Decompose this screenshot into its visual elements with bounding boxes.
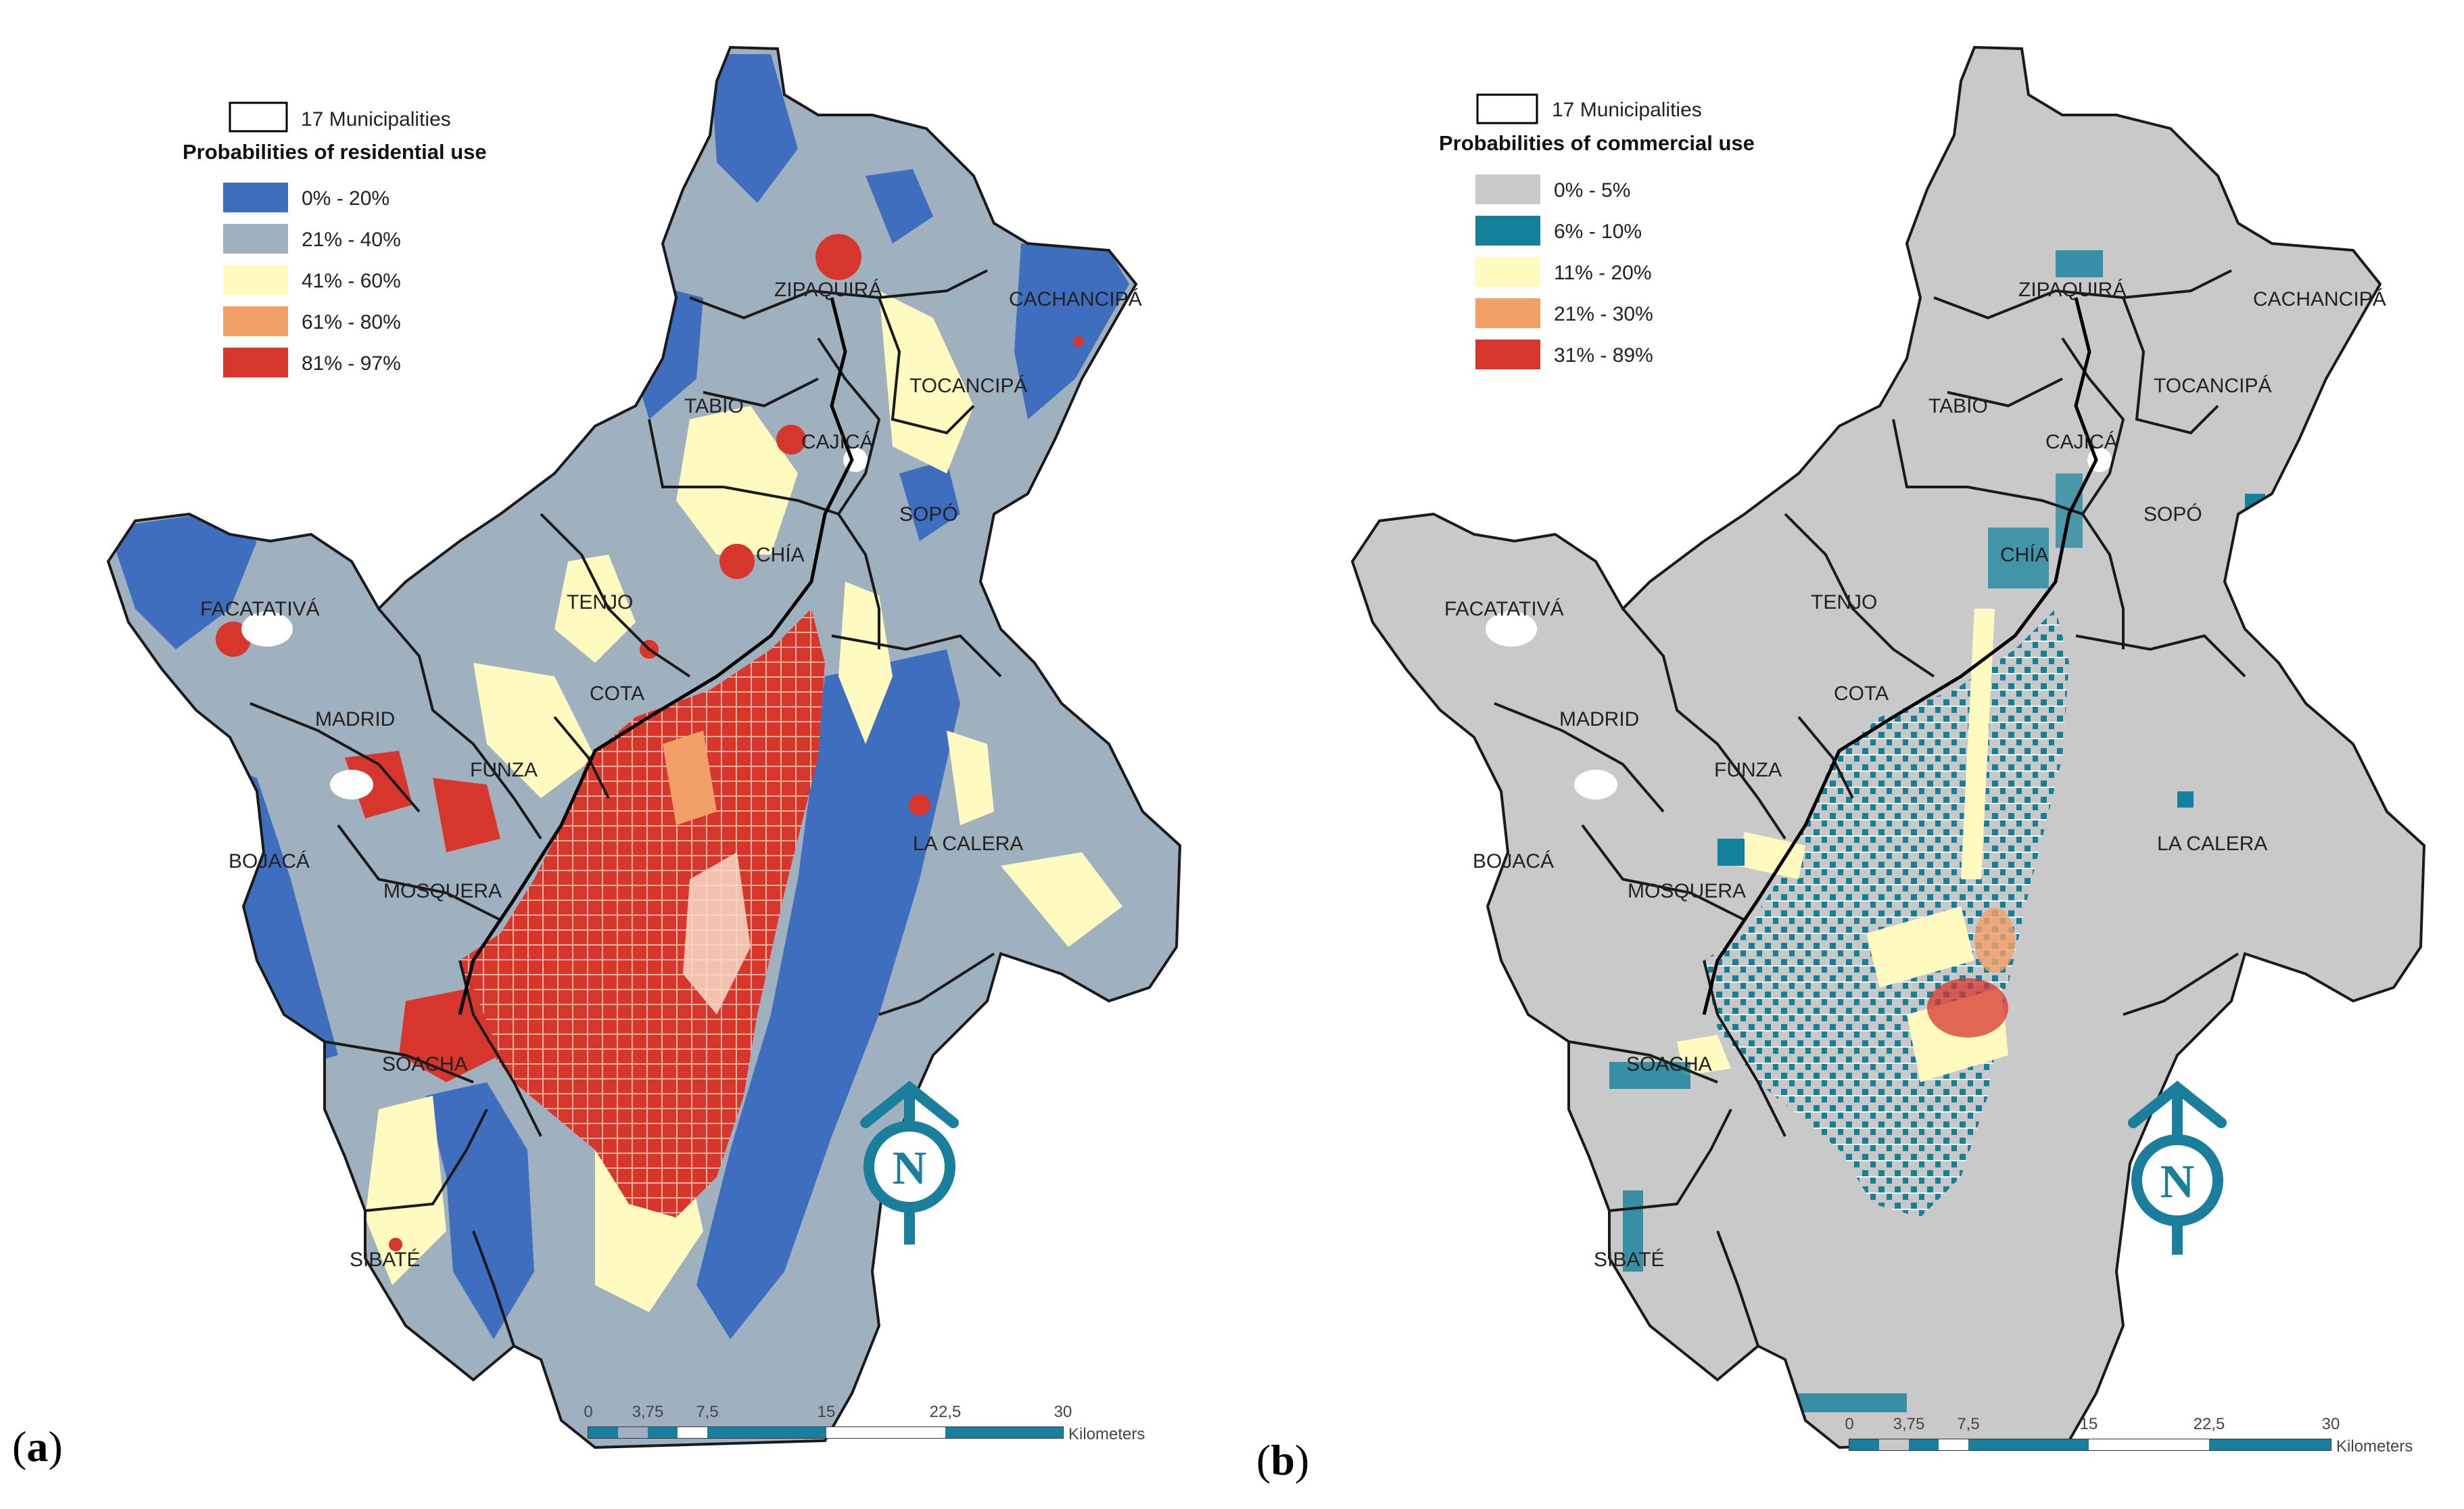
scale-a-tick-5: 30 xyxy=(1054,1403,1072,1421)
legend-a-class-label-1: 21% - 40% xyxy=(302,229,401,251)
scale-b-tick-1: 3,75 xyxy=(1893,1415,1925,1433)
legend-b-classes: 0% - 5% 6% - 10% 11% - 20% 21% - 30% 31% - 8… xyxy=(1475,175,1653,369)
label-sopo: SOPÓ xyxy=(899,503,958,526)
label-facatativa: FACATATIVÁ xyxy=(200,598,320,620)
label-cachancipa: CACHANCIPÁ xyxy=(1009,288,1142,310)
legend-a-class-swatch-1 xyxy=(223,224,288,254)
label-b-funza: FUNZA xyxy=(1714,759,1782,781)
legend-a-class-label-4: 81% - 97% xyxy=(302,352,401,375)
scale-a-tick-1: 3,75 xyxy=(632,1403,664,1421)
label-b-cachancipa: CACHANCIPÁ xyxy=(2253,288,2386,310)
legend-a-boundary-swatch xyxy=(229,101,288,133)
legend-a-title: Probabilities of residential use xyxy=(183,140,487,164)
legend-a-class-swatch-3 xyxy=(223,306,288,336)
panel-b-municipal-boundaries xyxy=(1351,46,2425,1449)
legend-b-class-swatch-0 xyxy=(1475,175,1540,204)
legend-a-class-swatch-2 xyxy=(223,265,288,295)
label-b-la-calera: LA CALERA xyxy=(2157,833,2267,855)
label-bojaca: BOJACÁ xyxy=(229,850,310,873)
label-b-cajica: CAJICÁ xyxy=(2045,431,2118,453)
legend-a-class-label-2: 41% - 60% xyxy=(302,270,401,292)
scale-b-tick-4: 22,5 xyxy=(2194,1415,2225,1433)
scale-a-tick-4: 22,5 xyxy=(930,1403,962,1421)
panel-a-municipality-labels: ZIPAQUIRÁ CACHANCIPÁ TOCANCIPÁ TABIO CAJ… xyxy=(200,279,1142,1271)
label-tabio: TABIO xyxy=(684,395,744,417)
label-funza: FUNZA xyxy=(470,759,538,781)
legend-b-class-label-4: 31% - 89% xyxy=(1554,344,1653,367)
label-b-bojaca: BOJACÁ xyxy=(1473,850,1554,873)
panel-b-map: ZIPAQUIRÁ CACHANCIPÁ TOCANCIPÁ TABIO CAJ… xyxy=(1351,46,2425,1449)
scale-a-tick-2: 7,5 xyxy=(696,1403,718,1421)
panel-a-landuse-layers xyxy=(108,54,1129,1339)
label-b-tenjo: TENJO xyxy=(1811,591,1877,613)
legend-b-class-swatch-1 xyxy=(1475,216,1540,246)
scale-a-tick-3: 15 xyxy=(818,1403,836,1421)
panel-b-legend: 17 Municipalities Probabilities of comme… xyxy=(1439,93,1755,369)
legend-b-title: Probabilities of commercial use xyxy=(1439,131,1755,155)
legend-b-boundary-swatch xyxy=(1476,93,1538,124)
label-b-sopo: SOPÓ xyxy=(2143,503,2202,526)
scale-b-tick-5: 30 xyxy=(2322,1415,2340,1433)
panel-a-map: ZIPAQUIRÁ CACHANCIPÁ TOCANCIPÁ TABIO CAJ… xyxy=(107,46,1181,1449)
label-b-facatativa: FACATATIVÁ xyxy=(1444,598,1564,620)
label-b-cota: COTA xyxy=(1834,682,1889,705)
label-cajica: CAJICÁ xyxy=(801,431,874,453)
label-madrid: MADRID xyxy=(315,708,395,730)
legend-a-class-label-0: 0% - 20% xyxy=(302,187,389,210)
legend-b-boundary-label: 17 Municipalities xyxy=(1552,99,1702,121)
panel-b-scale-bar: 0 3,75 7,5 15 22,5 30 Kilometers xyxy=(1845,1415,2413,1456)
label-la-calera: LA CALERA xyxy=(913,833,1023,855)
scale-b-tick-0: 0 xyxy=(1845,1415,1853,1433)
panel-b-north-arrow-icon: N xyxy=(2128,1080,2227,1255)
label-zipaquira: ZIPAQUIRÁ xyxy=(774,279,882,301)
label-b-madrid: MADRID xyxy=(1559,708,1639,730)
scale-a-unit: Kilometers xyxy=(1068,1425,1145,1443)
label-b-chia: CHÍA xyxy=(2000,544,2049,566)
label-mosquera: MOSQUERA xyxy=(383,880,502,902)
label-b-soacha: SOACHA xyxy=(1626,1053,1712,1075)
legend-b-class-label-1: 6% - 10% xyxy=(1554,220,1642,243)
legend-b-class-label-0: 0% - 5% xyxy=(1554,179,1630,202)
label-cota: COTA xyxy=(590,682,644,705)
label-sibate: SIBATÉ xyxy=(350,1249,420,1271)
panel-a-scale-bar: 0 3,75 7,5 15 22,5 30 Kilometers xyxy=(584,1403,1145,1443)
scale-a-tick-0: 0 xyxy=(584,1403,592,1421)
panel-a-bogota-boundary xyxy=(458,297,854,1015)
legend-a-class-label-3: 61% - 80% xyxy=(302,311,401,333)
panel-a-label: (a) xyxy=(12,1422,63,1470)
panel-a-municipal-boundaries xyxy=(107,46,1181,1449)
label-b-tocancipa: TOCANCIPÁ xyxy=(2154,375,2271,397)
scale-b-tick-2: 7,5 xyxy=(1957,1415,1979,1433)
north-arrow-a-letter: N xyxy=(893,1142,927,1194)
legend-b-class-label-2: 11% - 20% xyxy=(1554,262,1652,284)
legend-b-class-swatch-4 xyxy=(1475,340,1540,369)
label-b-tabio: TABIO xyxy=(1928,395,1988,417)
legend-b-class-swatch-2 xyxy=(1475,257,1540,287)
legend-b-class-label-3: 21% - 30% xyxy=(1554,303,1653,325)
label-b-sibate: SIBATÉ xyxy=(1594,1249,1664,1271)
label-tocancipa: TOCANCIPÁ xyxy=(909,375,1027,397)
panel-b-municipality-labels: ZIPAQUIRÁ CACHANCIPÁ TOCANCIPÁ TABIO CAJ… xyxy=(1444,279,2386,1271)
north-arrow-b-letter: N xyxy=(2160,1156,2195,1208)
label-b-mosquera: MOSQUERA xyxy=(1628,880,1746,902)
panel-b-label: (b) xyxy=(1256,1436,1309,1484)
scale-b-tick-3: 15 xyxy=(2080,1415,2098,1433)
panel-b-landuse-layers xyxy=(1486,250,2353,1412)
panel-a-legend: 17 Municipalities Probabilities of resid… xyxy=(183,101,487,377)
legend-a-class-swatch-0 xyxy=(223,183,288,212)
legend-a-class-swatch-4 xyxy=(223,348,288,377)
scale-b-unit: Kilometers xyxy=(2336,1437,2413,1456)
legend-a-boundary-label: 17 Municipalities xyxy=(301,108,451,131)
label-chia: CHÍA xyxy=(756,544,805,566)
legend-b-class-swatch-3 xyxy=(1475,298,1540,328)
label-b-zipaquira: ZIPAQUIRÁ xyxy=(2018,279,2126,301)
panel-a-north-arrow-icon: N xyxy=(860,1080,959,1245)
legend-a-classes: 0% - 20% 21% - 40% 41% - 60% 61% - 80% 81% -… xyxy=(223,183,401,377)
label-soacha: SOACHA xyxy=(382,1053,468,1075)
label-tenjo: TENJO xyxy=(567,591,633,613)
